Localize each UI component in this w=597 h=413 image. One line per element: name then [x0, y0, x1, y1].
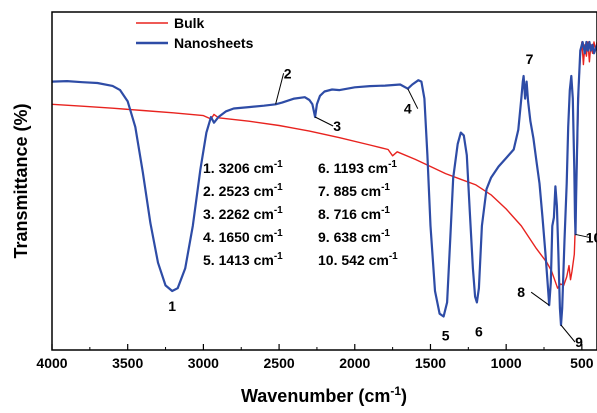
peak-label-8: 8: [517, 284, 525, 300]
series-line-bulk: [52, 41, 597, 289]
peak-label-2: 2: [284, 65, 292, 81]
peak-label-10: 10: [586, 229, 597, 245]
peak-list-entry: 9. 638 cm-1: [318, 228, 390, 245]
peak-arrow: [314, 116, 334, 127]
plot-area: [52, 40, 597, 327]
legend: Bulk Nanosheets: [136, 15, 254, 51]
peak-list-entry: 3. 2262 cm-1: [203, 205, 283, 222]
x-tick-label: 2500: [264, 355, 295, 371]
peak-list-entry: 4. 1650 cm-1: [203, 228, 283, 245]
x-tick-label: 3500: [112, 355, 143, 371]
peak-label-5: 5: [442, 328, 450, 344]
peak-list-entry: 8. 716 cm-1: [318, 205, 390, 222]
series-line-nanosheets: [52, 40, 597, 327]
peak-list-entry: 7. 885 cm-1: [318, 182, 390, 199]
peak-label-3: 3: [333, 118, 341, 134]
peak-label-7: 7: [526, 51, 534, 67]
legend-label: Bulk: [174, 15, 205, 31]
peak-label-4: 4: [404, 101, 412, 117]
legend-label: Nanosheets: [174, 35, 254, 51]
peak-list-entry: 1. 3206 cm-1: [203, 159, 283, 176]
peak-annotation-list: 1. 3206 cm-1 6. 1193 cm-1 2. 2523 cm-1 7. 8…: [203, 159, 398, 268]
x-tick-label: 3000: [188, 355, 219, 371]
peak-label-9: 9: [575, 334, 583, 350]
x-tick-label: 4000: [36, 355, 67, 371]
y-axis-title: Transmittance (%): [11, 103, 31, 258]
peak-list-entry: 2. 2523 cm-1: [203, 182, 283, 199]
plot-frame: [51, 11, 597, 351]
peak-arrow: [275, 73, 285, 105]
peak-list-entry: 6. 1193 cm-1: [318, 159, 397, 176]
peak-list-entry: 5. 1413 cm-1: [203, 251, 283, 268]
peak-arrow: [560, 324, 576, 343]
x-axis-ticks: 4000 3500 3000 2500 2000 1500 1000 500: [36, 344, 594, 371]
peak-list-entry: 10. 542 cm-1: [318, 251, 398, 268]
peak-labels: 1 2 3 4 5 6 7 8 9 10: [168, 51, 597, 350]
x-tick-label: 500: [570, 355, 594, 371]
peak-label-1: 1: [168, 298, 176, 314]
peak-arrow: [575, 233, 590, 238]
x-tick-label: 2000: [339, 355, 370, 371]
x-tick-label: 1000: [491, 355, 522, 371]
peak-arrow: [407, 88, 419, 109]
peak-arrow: [530, 291, 550, 306]
x-axis-title: Wavenumber (cm-1): [241, 384, 407, 406]
x-tick-label: 1500: [415, 355, 446, 371]
peak-label-6: 6: [475, 323, 483, 339]
